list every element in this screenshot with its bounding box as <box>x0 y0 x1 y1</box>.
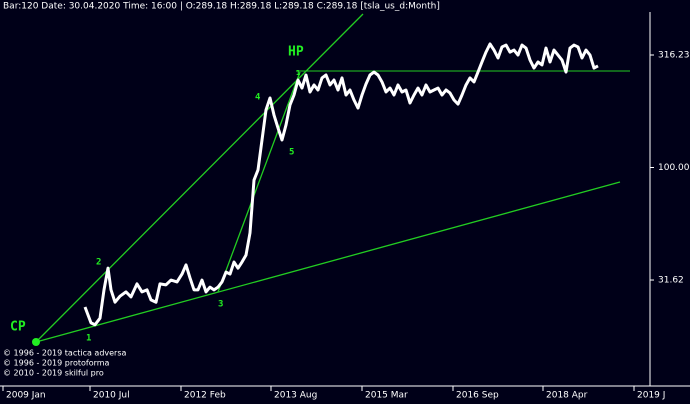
x-tick-label: 2015 Mar <box>365 391 408 401</box>
chart-title: Bar:120 Date: 30.04.2020 Time: 16:00 | O… <box>3 2 440 12</box>
trend-line <box>217 71 301 293</box>
pivot-dot <box>32 338 40 346</box>
trend-line <box>35 181 621 343</box>
y-tick-label: 100.00 <box>658 163 690 173</box>
y-tick-label: 31.62 <box>658 276 684 286</box>
x-tick-label: 2009 Jan <box>6 391 46 401</box>
copyright: © 2010 - 2019 skilful pro <box>3 369 104 378</box>
annotation: 1 <box>296 69 300 77</box>
x-tick-label: 2019 J <box>637 391 665 401</box>
x-tick-label: 2016 Sep <box>456 391 499 401</box>
annotation: HP <box>288 45 304 60</box>
copyright: © 1996 - 2019 tactica adversa <box>3 349 127 358</box>
x-tick-label: 2013 Aug <box>274 391 317 401</box>
annotation: 1 <box>86 334 91 344</box>
copyright: © 1996 - 2019 protoforma <box>3 359 110 368</box>
x-tick-label: 2010 Jul <box>93 391 130 401</box>
x-tick-label: 2018 Apr <box>546 391 588 401</box>
annotation: 5 <box>289 148 294 158</box>
x-tick-label: 2012 Feb <box>184 391 226 401</box>
trend-line <box>35 13 364 343</box>
price-line <box>83 42 599 327</box>
y-tick-label: 316.23 <box>658 50 690 60</box>
annotation: 2 <box>96 258 101 268</box>
annotation: 3 <box>218 300 223 310</box>
annotation: CP <box>10 320 26 335</box>
annotation: 4 <box>255 93 261 103</box>
